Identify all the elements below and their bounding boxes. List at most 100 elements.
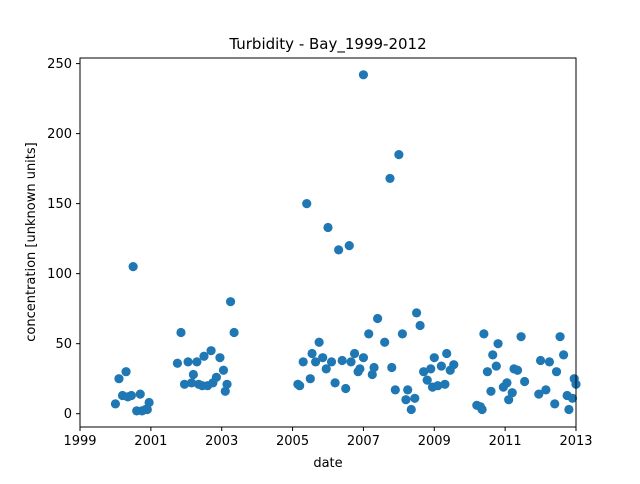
data-point	[426, 364, 436, 374]
data-point	[128, 262, 138, 272]
data-point	[355, 364, 365, 374]
y-axis-ticks: 0 50 100 150 200 250	[47, 57, 80, 422]
data-point	[229, 327, 239, 338]
data-point	[179, 379, 190, 389]
data-point	[403, 385, 413, 395]
data-point	[349, 348, 360, 359]
data-point	[534, 389, 544, 399]
data-point	[183, 357, 193, 367]
data-point	[187, 378, 197, 388]
data-point	[358, 353, 369, 363]
data-point	[222, 379, 232, 389]
x-tick-label: 2003	[205, 434, 238, 449]
y-axis-label: concentration [unknown units]	[24, 142, 39, 341]
x-tick-label: 1999	[63, 434, 96, 449]
data-points	[110, 70, 581, 416]
data-point	[215, 353, 225, 363]
data-point	[415, 320, 425, 331]
data-point	[564, 404, 574, 415]
data-point	[555, 332, 565, 342]
data-point	[188, 369, 198, 380]
data-point	[220, 386, 230, 396]
data-point	[341, 383, 351, 394]
data-point	[172, 358, 183, 368]
y-tick-label: 50	[55, 337, 72, 352]
y-tick-label: 250	[47, 57, 72, 72]
plot-frame	[79, 57, 577, 428]
data-point	[206, 346, 216, 356]
data-point	[176, 327, 186, 338]
data-point	[302, 199, 312, 209]
y-tick-label: 150	[47, 197, 72, 212]
data-point	[344, 241, 354, 251]
data-point	[449, 360, 459, 370]
data-point	[401, 395, 411, 405]
data-point	[380, 337, 390, 347]
data-point	[394, 150, 404, 160]
data-point	[211, 372, 221, 382]
data-point	[298, 357, 308, 367]
x-tick-label: 2011	[489, 434, 522, 449]
data-point	[218, 365, 229, 375]
data-point	[433, 381, 443, 391]
plot-area	[79, 57, 581, 428]
data-point	[406, 404, 416, 415]
data-point	[504, 395, 514, 405]
data-point	[520, 376, 530, 387]
data-point	[544, 357, 555, 367]
chart-title: Turbidity - Bay_1999-2012	[228, 35, 426, 54]
data-point	[144, 397, 154, 408]
data-point	[567, 393, 578, 403]
data-point	[482, 367, 493, 377]
data-point	[334, 245, 344, 255]
data-point	[225, 297, 236, 307]
x-tick-label: 2013	[559, 434, 592, 449]
data-point	[192, 357, 202, 367]
x-tick-label: 2005	[276, 434, 309, 449]
data-point	[323, 222, 333, 233]
data-point	[135, 389, 145, 399]
data-point	[126, 390, 136, 401]
data-point	[541, 385, 551, 395]
data-point	[491, 361, 501, 371]
data-point	[364, 329, 374, 339]
data-point	[411, 308, 422, 318]
data-point	[326, 357, 337, 367]
data-point	[114, 374, 124, 384]
y-tick-label: 100	[47, 267, 72, 282]
data-point	[337, 355, 347, 366]
x-axis-label: date	[313, 456, 342, 471]
data-point	[512, 365, 523, 375]
data-point	[387, 362, 397, 373]
data-point	[373, 313, 383, 324]
data-point	[369, 362, 379, 373]
data-point	[559, 350, 569, 360]
data-point	[311, 357, 321, 367]
data-point	[305, 374, 315, 384]
data-point	[397, 329, 407, 339]
data-point	[367, 369, 377, 380]
y-tick-label: 0	[64, 407, 72, 422]
data-point	[346, 357, 356, 367]
data-point	[295, 381, 305, 391]
data-point	[390, 385, 400, 395]
data-point	[477, 404, 487, 415]
data-point	[358, 70, 369, 80]
x-tick-label: 2001	[134, 434, 167, 449]
data-point	[486, 386, 496, 396]
x-axis-ticks: 1999 2001 2003 2005 2007 2009 2011 2013	[63, 427, 593, 449]
data-point	[321, 364, 331, 374]
data-point	[385, 173, 395, 184]
x-tick-label: 2007	[347, 434, 380, 449]
data-point	[429, 353, 439, 363]
data-point	[330, 378, 340, 388]
data-point	[551, 367, 562, 377]
data-point	[507, 388, 517, 398]
x-tick-label: 2009	[418, 434, 451, 449]
data-point	[440, 379, 450, 389]
data-point	[110, 399, 121, 409]
data-point	[410, 393, 420, 403]
data-point	[419, 367, 429, 377]
